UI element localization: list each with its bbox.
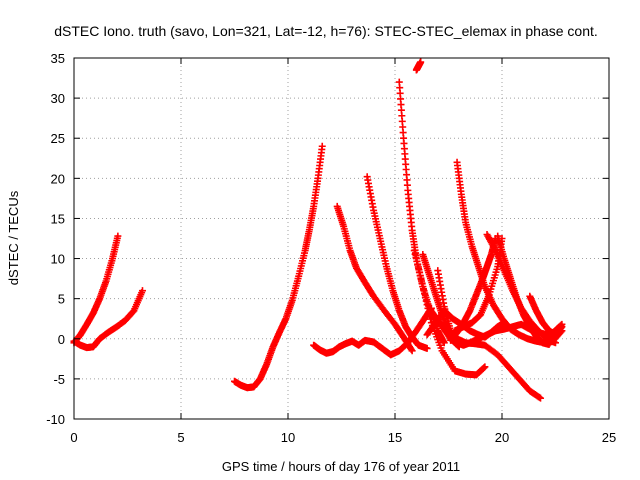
y-axis-label: dSTEC / TECUs (6, 190, 21, 285)
data-point (421, 293, 429, 301)
data-point (138, 287, 146, 295)
data-point (420, 286, 428, 294)
y-tick-label: 25 (51, 131, 65, 146)
x-tick-label: 15 (388, 430, 402, 445)
data-point (318, 142, 326, 150)
data-point (415, 265, 423, 273)
y-tick-label: 30 (51, 91, 65, 106)
data-point (408, 347, 416, 355)
data-series-6 (363, 173, 431, 352)
data-point (411, 250, 419, 258)
data-point (114, 232, 122, 240)
data-point (423, 301, 431, 309)
data-points (70, 58, 566, 402)
data-point (414, 261, 422, 269)
data-point (412, 254, 420, 262)
data-series-16 (451, 235, 506, 335)
data-point (558, 323, 566, 331)
data-point (423, 344, 431, 352)
data-series-14 (453, 158, 566, 347)
data-point (481, 363, 489, 371)
x-axis-label: GPS time / hours of day 176 of year 2011 (222, 459, 460, 474)
grid-lines (74, 58, 609, 419)
data-point (418, 279, 426, 287)
data-series-2 (70, 287, 146, 352)
y-tick-label: 35 (51, 51, 65, 66)
y-tick-label: 15 (51, 211, 65, 226)
y-tick-label: 20 (51, 171, 65, 186)
data-point (413, 257, 421, 265)
data-series-4 (310, 304, 435, 359)
data-point (537, 394, 545, 402)
data-point (417, 58, 425, 66)
data-point (410, 247, 418, 255)
chart-title: dSTEC Iono. truth (savo, Lon=321, Lat=-1… (54, 23, 598, 39)
data-series-3 (231, 142, 326, 392)
y-tick-label: -10 (46, 412, 65, 427)
y-tick-label: -5 (53, 372, 65, 387)
data-point (417, 275, 425, 283)
x-tick-label: 10 (281, 430, 295, 445)
data-series-9 (412, 58, 425, 74)
data-point (421, 290, 429, 298)
data-point (407, 345, 415, 353)
x-tick-label: 25 (602, 430, 616, 445)
plot-frame (73, 57, 610, 420)
data-point (415, 268, 423, 276)
x-tick-labels: 0 5 10 15 20 25 (70, 430, 616, 445)
x-tick-label: 20 (495, 430, 509, 445)
x-tick-label: 5 (177, 430, 184, 445)
y-tick-label: 5 (58, 292, 65, 307)
data-series-8 (410, 247, 489, 379)
data-point (422, 297, 430, 305)
y-tick-label: 10 (51, 252, 65, 267)
y-tick-label: 0 (58, 332, 65, 347)
data-series-5 (333, 202, 416, 355)
data-point (419, 283, 427, 291)
x-tick-label: 0 (70, 430, 77, 445)
data-point (427, 315, 435, 323)
tick-marks (73, 57, 610, 420)
data-point (416, 272, 424, 280)
data-series-19 (526, 292, 566, 339)
data-series-18 (494, 232, 562, 348)
y-tick-labels: -10 -5 0 5 10 15 20 25 30 35 (46, 51, 65, 427)
data-point (480, 364, 488, 372)
